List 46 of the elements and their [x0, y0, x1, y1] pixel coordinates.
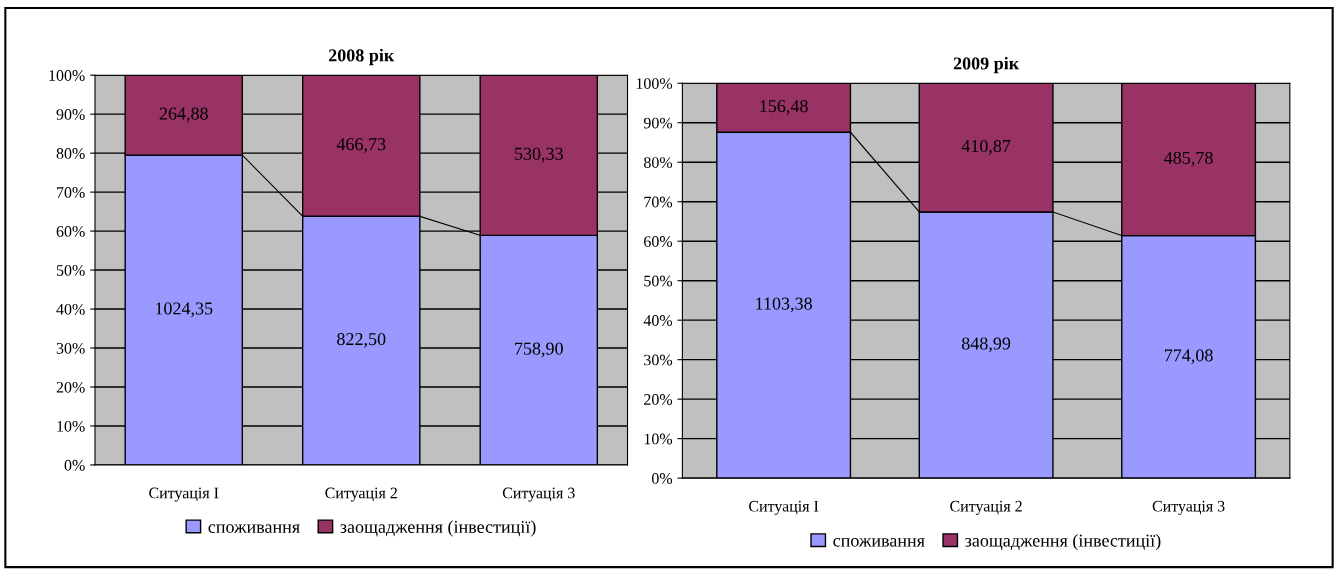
y-tick-label: 30%	[644, 354, 673, 366]
y-tick-label: 100%	[49, 70, 85, 81]
y-tick-label: 30%	[56, 342, 85, 354]
x-tick-label: Ситуація I	[149, 487, 219, 502]
annotation: 774,08	[1164, 349, 1213, 365]
y-tick-label: 0%	[64, 459, 85, 471]
annotation: 264,88	[159, 107, 208, 123]
legend-label: споживання	[833, 538, 925, 547]
y-tick-label: 20%	[56, 381, 85, 393]
legend-label: заощадження (інвестиції)	[340, 520, 536, 537]
annotation: 1024,35	[156, 302, 213, 318]
annotation: 758,90	[515, 342, 563, 358]
y-tick-label: 20%	[644, 394, 673, 405]
y-tick-label: 60%	[56, 226, 85, 237]
annotation: 822,50	[337, 332, 386, 348]
y-tick-label: 90%	[56, 109, 85, 120]
legend-label: заощадження (інвестиції)	[965, 533, 1161, 551]
x-tick-label: Ситуація 2	[325, 487, 397, 502]
y-tick-label: 80%	[56, 148, 85, 159]
annotation: 530,33	[514, 147, 563, 163]
annotation: 466,73	[336, 138, 386, 153]
y-tick-label: 60%	[644, 236, 673, 247]
y-tick-label: 90%	[643, 117, 673, 129]
x-tick-label: Ситуація I	[749, 500, 819, 515]
x-tick-label: Ситуація 3	[1152, 500, 1225, 515]
y-tick-label: 70%	[644, 196, 673, 208]
y-tick-label: 70%	[57, 187, 85, 198]
annotation: 156,48	[760, 100, 808, 115]
y-tick-label: 40%	[56, 303, 85, 315]
annotation: 410,87	[961, 139, 1011, 155]
y-tick-label: 10%	[57, 420, 85, 432]
y-tick-label: 80%	[643, 157, 673, 168]
legend-label: споживання	[208, 524, 300, 533]
x-tick-label: Ситуація 2	[950, 500, 1022, 515]
y-tick-label: 40%	[643, 315, 673, 326]
y-tick-label: 50%	[644, 275, 673, 287]
chart-title: 2009 рік	[953, 56, 1020, 74]
annotation: 848,99	[961, 337, 1011, 353]
chart-title: 2008 рік	[328, 48, 395, 66]
x-tick-label: Ситуація 3	[502, 487, 575, 502]
y-tick-label: 50%	[56, 264, 85, 276]
y-tick-label: 0%	[651, 473, 673, 484]
y-tick-label: 10%	[644, 433, 673, 445]
y-tick-label: 100%	[636, 78, 673, 89]
annotation: 1103,38	[756, 297, 812, 313]
annotation: 485,78	[1164, 151, 1213, 167]
